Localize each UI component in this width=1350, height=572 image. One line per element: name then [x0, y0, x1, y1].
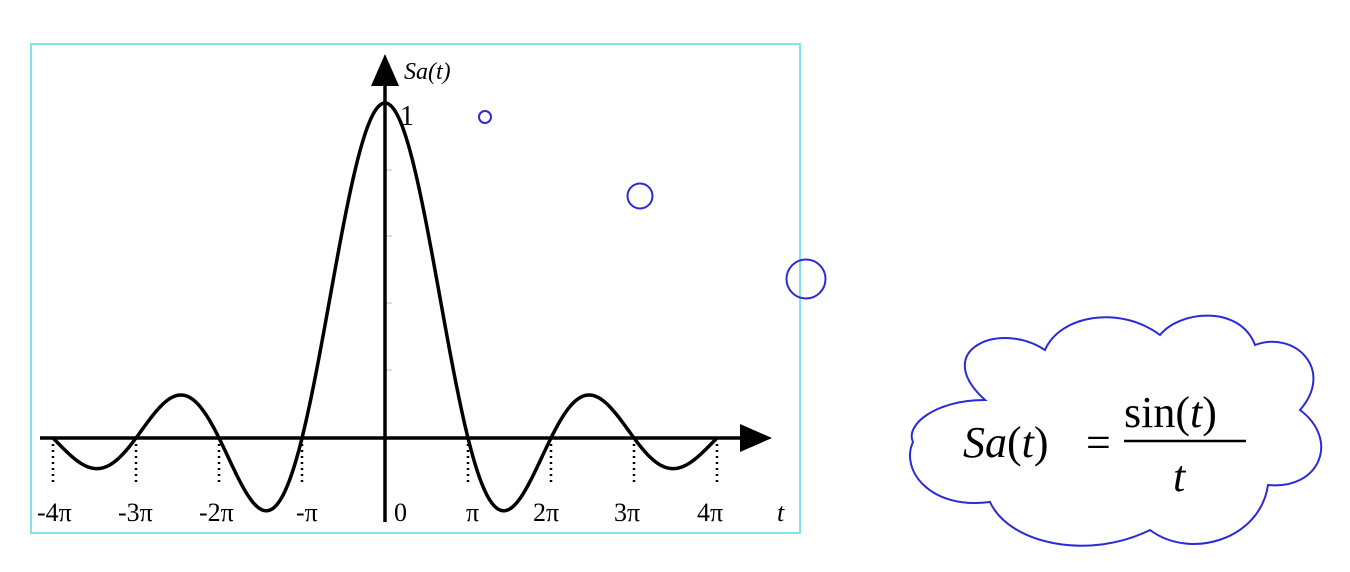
- bubble-small: [478, 110, 492, 124]
- x-tick-label: π: [466, 498, 479, 527]
- sa-curve: [51, 101, 719, 513]
- x-tick-label: -π: [296, 498, 318, 527]
- y-axis-arrow: [371, 54, 399, 86]
- formula-lhs: Sa(t): [963, 418, 1049, 467]
- x-axis-label: t: [777, 498, 785, 527]
- x-tick-label: 3π: [614, 498, 640, 527]
- x-axis-arrow: [740, 424, 772, 452]
- y-axis-minor-ticks: [386, 169, 392, 371]
- formula-denominator: t: [1173, 452, 1187, 501]
- bubble-medium: [626, 182, 654, 210]
- bubble-large: [785, 258, 827, 300]
- x-tick-labels: -4π -3π -2π -π π 2π 3π 4π: [37, 498, 723, 527]
- x-tick-label: 4π: [697, 498, 723, 527]
- origin-label: 0: [394, 498, 407, 527]
- plot-frame: [30, 43, 801, 534]
- zero-crossing-markers: [51, 444, 719, 482]
- x-tick-label: 2π: [533, 498, 559, 527]
- y-axis-label: Sa(t): [404, 59, 451, 85]
- sa-formula: Sa(t) = sin(t) t: [963, 388, 1246, 501]
- formula-numerator: sin(t): [1124, 388, 1217, 437]
- formula-cloud: [909, 314, 1323, 547]
- x-tick-label: -4π: [37, 498, 72, 527]
- peak-value-label: 1: [400, 101, 414, 132]
- thought-bubble-trail: [478, 110, 827, 300]
- equals-sign: =: [1086, 418, 1111, 467]
- x-tick-label: -2π: [199, 498, 234, 527]
- x-tick-label: -3π: [118, 498, 153, 527]
